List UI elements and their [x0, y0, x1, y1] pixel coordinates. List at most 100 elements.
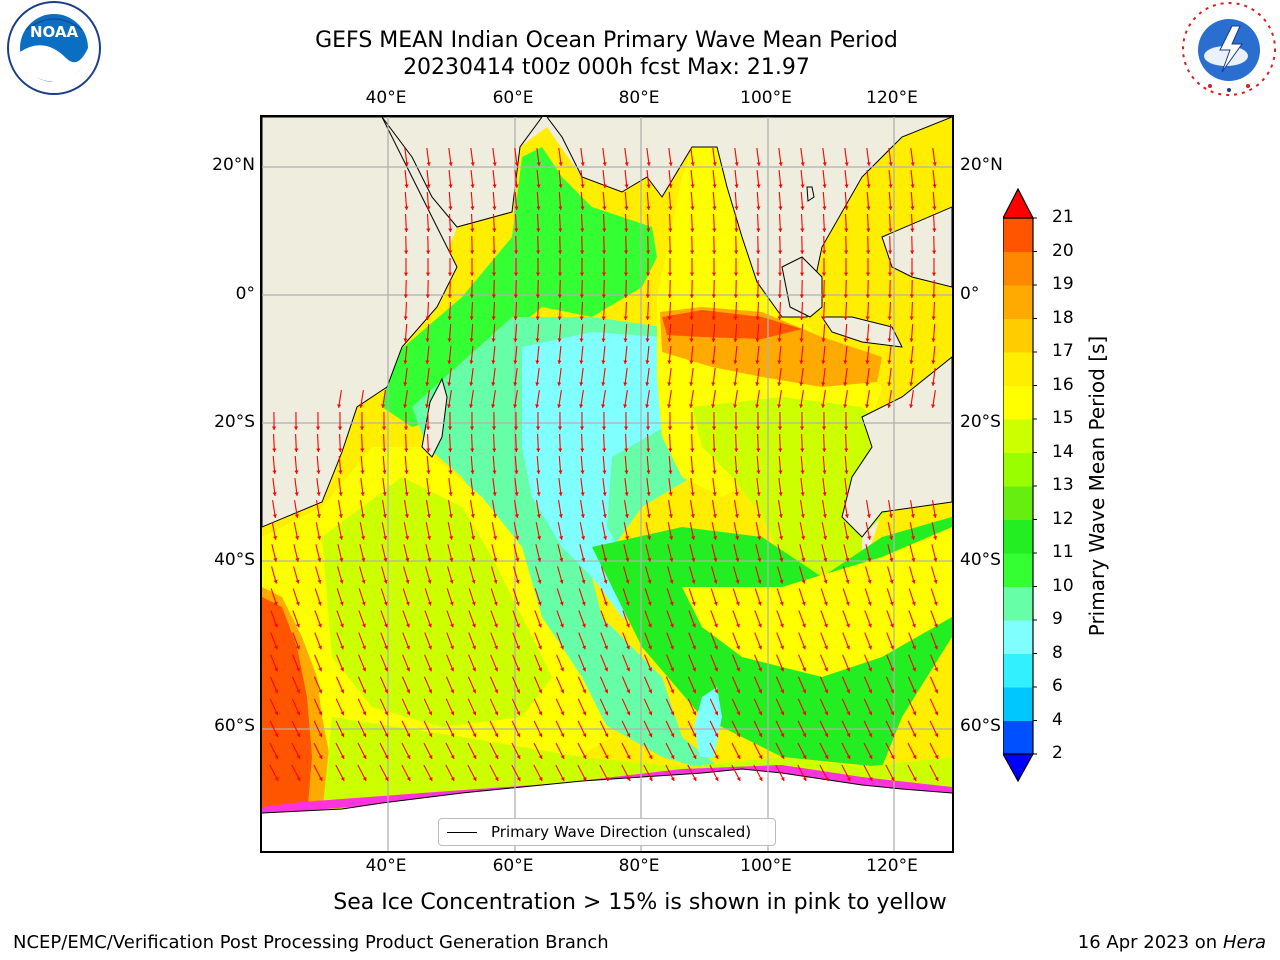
wave-direction-arrow: [514, 213, 519, 233]
wave-direction-arrow: [491, 522, 498, 540]
noaa-logo-text: NOAA: [30, 23, 79, 41]
wave-direction-arrow: [468, 632, 476, 650]
wave-direction-arrow: [820, 654, 829, 672]
wave-direction-arrow: [777, 522, 784, 540]
wave-direction-arrow: [930, 610, 938, 628]
wave-direction-arrow: [622, 610, 630, 628]
wave-direction-arrow: [291, 698, 301, 716]
wave-direction-arrow: [579, 301, 584, 321]
wave-direction-arrow: [734, 500, 739, 518]
wave-direction-arrow: [667, 301, 672, 321]
wave-direction-arrow: [403, 411, 409, 431]
wave-direction-arrow: [709, 676, 719, 694]
wave-direction-arrow: [601, 301, 606, 321]
wave-direction-arrow: [888, 235, 893, 255]
wave-direction-arrow: [448, 478, 453, 496]
wave-direction-arrow: [645, 279, 650, 299]
wave-direction-arrow: [316, 433, 321, 453]
wave-direction-arrow: [448, 191, 453, 211]
wave-direction-arrow: [446, 632, 454, 650]
wave-direction-arrow: [555, 720, 565, 738]
wave-direction-arrow: [843, 323, 848, 343]
wave-direction-arrow: [712, 433, 717, 453]
wave-direction-arrow: [621, 764, 631, 782]
colorbar-tick-label: 14: [1052, 441, 1074, 462]
wave-direction-arrow: [820, 588, 828, 606]
wave-direction-arrow: [558, 455, 563, 475]
wave-direction-arrow: [643, 698, 653, 716]
wave-direction-arrow: [734, 169, 739, 189]
wave-direction-arrow: [556, 610, 564, 628]
wave-direction-arrow: [425, 566, 432, 584]
wave-direction-arrow: [689, 368, 694, 386]
wave-direction-arrow: [910, 191, 915, 211]
wave-direction-arrow: [821, 390, 826, 408]
wave-direction-arrow: [645, 566, 652, 584]
wave-direction-arrow: [843, 522, 850, 540]
wave-direction-arrow: [491, 411, 497, 431]
wave-direction-arrow: [379, 676, 389, 694]
wave-direction-arrow: [580, 500, 585, 518]
wave-direction-arrow: [645, 258, 651, 276]
wave-direction-arrow: [601, 544, 608, 562]
wave-direction-arrow: [799, 544, 806, 562]
wave-direction-arrow: [470, 169, 475, 189]
wave-direction-arrow: [777, 566, 784, 584]
wave-direction-arrow: [733, 566, 740, 584]
wave-direction-arrow: [775, 720, 785, 738]
wave-direction-arrow: [491, 544, 498, 562]
wave-direction-arrow: [821, 368, 826, 386]
wave-direction-arrow: [601, 345, 606, 365]
wave-direction-arrow: [624, 148, 629, 166]
wave-direction-arrow: [447, 301, 452, 321]
wave-direction-arrow: [404, 169, 409, 189]
wave-direction-arrow: [777, 368, 782, 386]
wave-direction-arrow: [337, 522, 344, 540]
wave-direction-arrow: [294, 433, 299, 453]
wave-direction-arrow: [667, 345, 672, 365]
wave-direction-arrow: [844, 500, 849, 518]
colorbar-segment: [1003, 385, 1033, 420]
colorbar-segment: [1003, 519, 1033, 554]
wave-direction-arrow: [534, 588, 542, 606]
wave-direction-arrow: [711, 301, 716, 321]
wave-direction-arrow: [932, 213, 937, 233]
wave-direction-arrow: [645, 411, 651, 431]
wave-direction-arrow: [624, 455, 629, 475]
colorbar-tick-label: 21: [1052, 207, 1074, 227]
wave-direction-arrow: [888, 191, 893, 211]
wave-direction-arrow: [733, 522, 740, 540]
wave-direction-arrow: [932, 191, 937, 211]
wave-direction-arrow: [910, 213, 915, 233]
wave-direction-arrow: [403, 522, 410, 540]
wave-direction-arrow: [336, 588, 344, 606]
map-subtitle: 20230414 t00z 000h fcst Max: 21.97: [403, 55, 810, 80]
wave-direction-arrow: [403, 566, 410, 584]
wave-direction-arrow: [445, 742, 455, 760]
wave-direction-arrow: [599, 742, 609, 760]
southeast-yellow: [682, 527, 952, 677]
wave-direction-arrow: [668, 478, 673, 496]
wave-direction-arrow: [733, 368, 738, 386]
wave-direction-arrow: [777, 544, 784, 562]
wave-direction-arrow: [843, 258, 849, 276]
wave-direction-arrow: [843, 345, 848, 365]
wave-direction-arrow: [710, 588, 718, 606]
wave-direction-arrow: [621, 698, 631, 716]
wave-direction-arrow: [689, 522, 696, 540]
wave-direction-arrow: [733, 279, 738, 299]
wave-direction-arrow: [821, 345, 826, 365]
africa-landmass: [262, 117, 458, 528]
wave-direction-arrow: [886, 654, 895, 672]
australia-landmass: [841, 356, 952, 538]
cyan-patch: [694, 687, 722, 757]
colorbar-segment: [1003, 486, 1033, 520]
wave-direction-arrow: [536, 235, 541, 255]
tick-right-60s: 60°S: [960, 716, 1001, 736]
wave-direction-arrow: [910, 148, 915, 166]
wave-direction-arrow: [426, 500, 431, 518]
wave-direction-arrow: [687, 764, 697, 782]
wave-direction-arrow: [645, 390, 650, 408]
wave-direction-arrow: [843, 301, 848, 321]
wave-direction-arrow: [841, 698, 851, 716]
